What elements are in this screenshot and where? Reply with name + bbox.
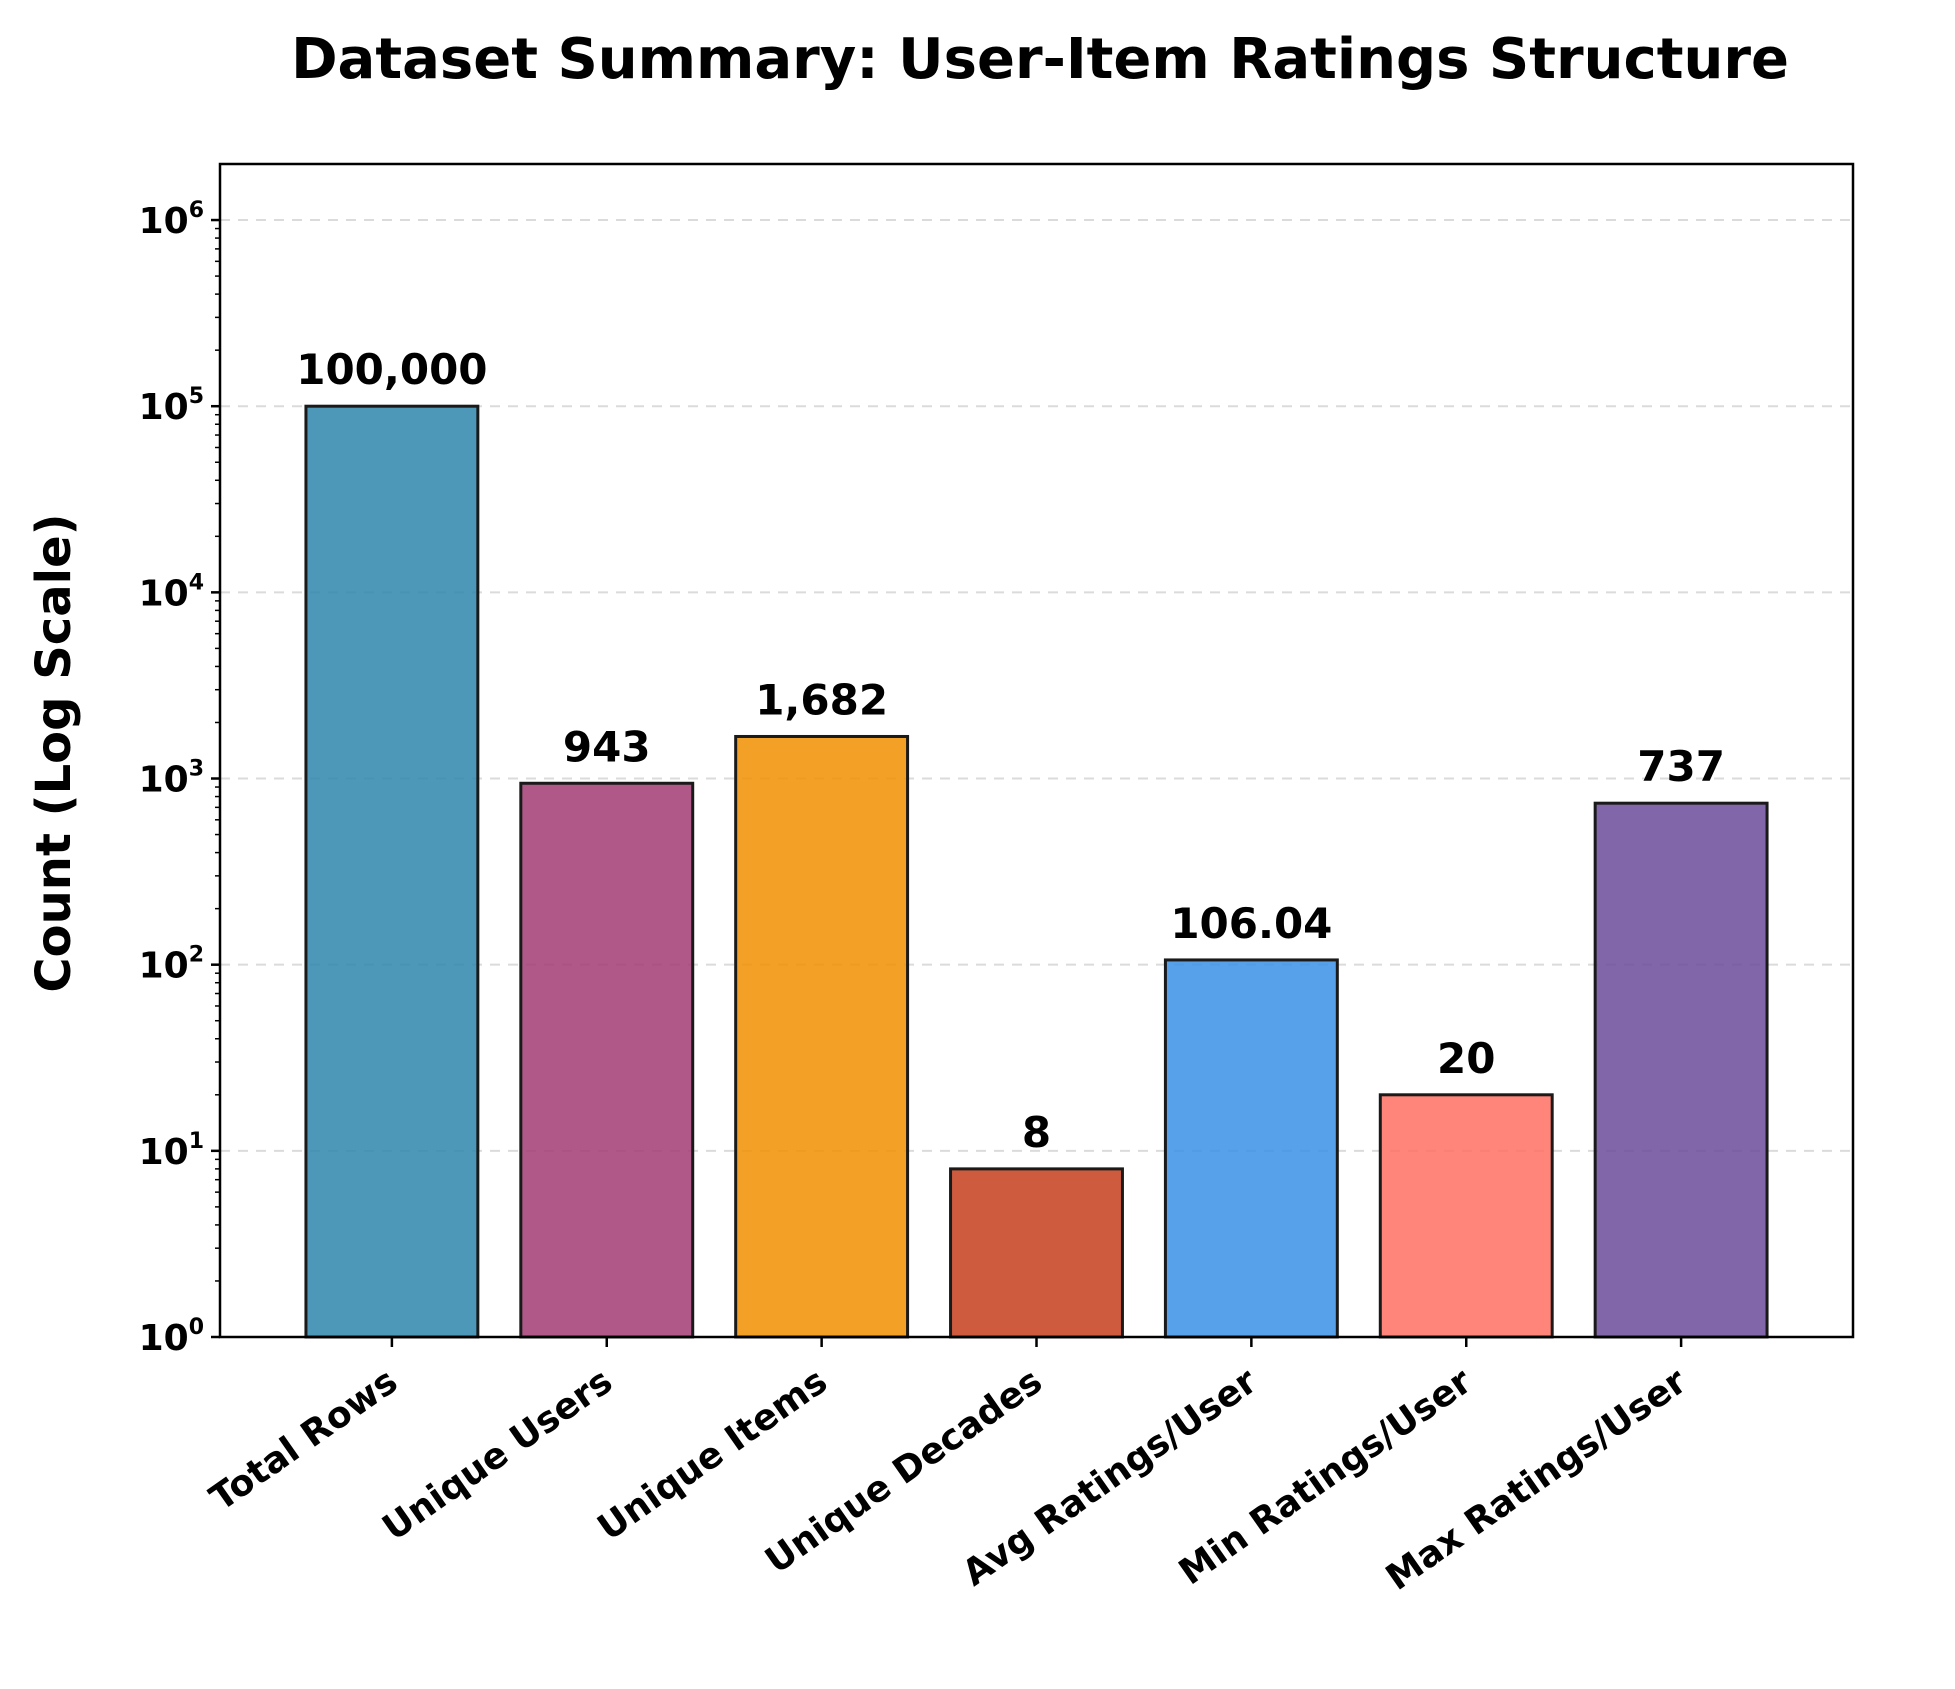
bar (949, 1167, 1124, 1339)
chart-title: Dataset Summary: User-Item Ratings Struc… (291, 27, 1789, 92)
bar-value-label: 100,000 (296, 345, 487, 394)
y-tick-label: 100 (139, 1315, 204, 1359)
y-ticks: 100 101 102 103 104 105 106 (139, 198, 220, 1359)
bar (1163, 958, 1339, 1339)
bar-value-label: 106.04 (1170, 899, 1332, 948)
bar (1378, 1093, 1554, 1339)
grid-lines (220, 219, 1853, 1152)
bar (734, 734, 910, 1339)
x-tick-label: Total Rows (203, 1361, 405, 1520)
y-tick-label: 103 (139, 757, 204, 801)
y-tick-label: 102 (139, 943, 204, 987)
bar-value-label: 20 (1437, 1034, 1495, 1083)
bar (1593, 801, 1769, 1339)
bar (304, 404, 480, 1339)
bar-value-label: 737 (1637, 742, 1725, 791)
bar-value-label: 943 (563, 722, 651, 771)
x-tick-label: Unique Users (375, 1361, 620, 1549)
y-tick-label: 104 (139, 570, 204, 614)
bar-value-label: 1,682 (755, 675, 888, 724)
value-labels: 100,000 943 1,682 8 106.04 20 737 (296, 345, 1725, 1157)
y-tick-label: 101 (139, 1129, 204, 1173)
bar-value-label: 8 (1022, 1108, 1051, 1157)
y-tick-label: 105 (139, 384, 204, 428)
y-tick-label: 106 (139, 198, 204, 242)
y-axis-label: Count (Log Scale) (26, 513, 82, 992)
bars (304, 404, 1769, 1339)
bar (519, 781, 695, 1339)
